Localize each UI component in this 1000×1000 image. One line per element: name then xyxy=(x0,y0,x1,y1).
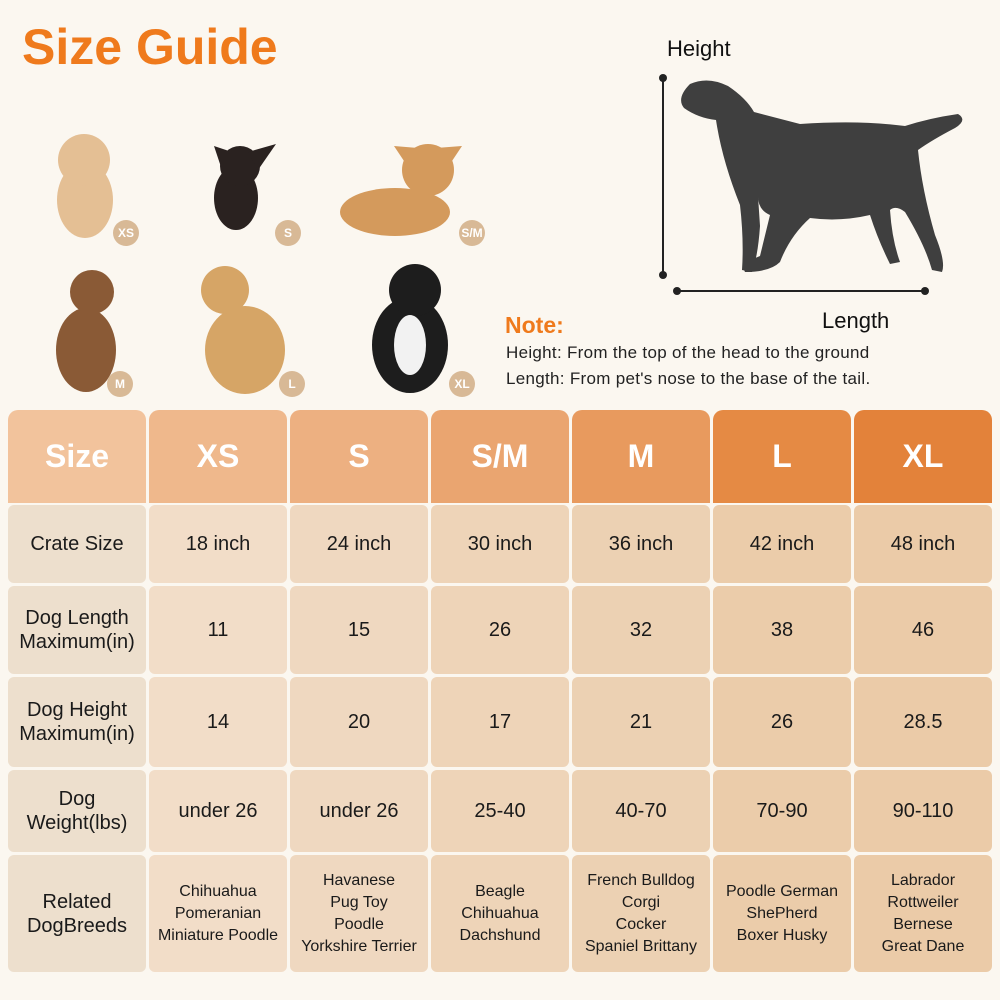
value-cell: 32 xyxy=(572,586,710,674)
breed-cell: Labrador Rottweiler Bernese Great Dane xyxy=(854,855,992,972)
dog-photos xyxy=(56,134,462,394)
illustrations xyxy=(56,74,963,394)
value-cell: 38 xyxy=(713,586,851,674)
value-cell: 24 inch xyxy=(290,505,428,583)
header-cell: S xyxy=(290,410,428,503)
breed-line: Cocker xyxy=(615,915,667,933)
size-badge: M xyxy=(107,371,133,397)
note-line: Length: From pet's nose to the base of t… xyxy=(506,369,871,388)
value-cell: under 26 xyxy=(290,770,428,852)
breed-line: Labrador xyxy=(890,871,956,889)
breed-line: Pug Toy xyxy=(330,893,388,911)
value-cell: 21 xyxy=(572,677,710,767)
row-label: Dog Height Maximum(in) xyxy=(8,677,146,767)
value-cell: 15 xyxy=(290,586,428,674)
breed-cell: Chihuahua Pomeranian Miniature Poodle xyxy=(149,855,287,972)
header-cell: M xyxy=(572,410,710,503)
value-cell: 26 xyxy=(431,586,569,674)
value-cell: 18 inch xyxy=(149,505,287,583)
value-cell: 20 xyxy=(290,677,428,767)
breed-line: Yorkshire Terrier xyxy=(301,937,417,955)
breed-line: Poodle German xyxy=(725,882,839,900)
value-cell: 48 inch xyxy=(854,505,992,583)
breed-line: French Bulldog xyxy=(587,871,695,889)
value-cell: 26 xyxy=(713,677,851,767)
value-cell: under 26 xyxy=(149,770,287,852)
breed-cell: Havanese Pug Toy Poodle Yorkshire Terrier xyxy=(290,855,428,972)
size-badge: XL xyxy=(449,371,475,397)
size-badge: L xyxy=(279,371,305,397)
breed-line: Chihuahua xyxy=(461,904,539,922)
breed-line: Chihuahua xyxy=(179,882,257,900)
row-label: Dog Weight(lbs) xyxy=(8,770,146,852)
value-cell: 70-90 xyxy=(713,770,851,852)
row-label: Crate Size xyxy=(8,505,146,583)
breed-line: Poodle xyxy=(334,915,384,933)
note-line: Height: From the top of the head to the … xyxy=(506,343,870,362)
header-cell: XS xyxy=(149,410,287,503)
length-label: Length xyxy=(822,308,890,333)
size-badge: S xyxy=(275,220,301,246)
breed-line: Spaniel Brittany xyxy=(584,937,698,955)
breed-cell: Beagle Chihuahua Dachshund xyxy=(431,855,569,972)
size-badge: XS xyxy=(113,220,139,246)
title: Size Guide xyxy=(22,19,278,75)
measure-dots xyxy=(659,74,929,295)
breed-line: ShePherd xyxy=(746,904,818,922)
value-cell: 25-40 xyxy=(431,770,569,852)
row-label: Dog Length Maximum(in) xyxy=(8,586,146,674)
value-cell: 40-70 xyxy=(572,770,710,852)
breed-line: Great Dane xyxy=(881,937,965,955)
header-cell: XL xyxy=(854,410,992,503)
value-cell: 42 inch xyxy=(713,505,851,583)
row-label: Related DogBreeds xyxy=(8,855,146,972)
value-cell: 90-110 xyxy=(854,770,992,852)
value-cell: 11 xyxy=(149,586,287,674)
dog-silhouette xyxy=(681,80,963,272)
breed-cell: French Bulldog Corgi Cocker Spaniel Brittan… xyxy=(572,855,710,972)
header-cell: Size xyxy=(8,410,146,503)
measure-lines xyxy=(662,78,925,292)
value-cell: 28.5 xyxy=(854,677,992,767)
breed-line: Pomeranian xyxy=(174,904,262,922)
breed-line: Dachshund xyxy=(459,926,541,944)
value-cell: 36 inch xyxy=(572,505,710,583)
breed-line: Boxer Husky xyxy=(736,926,828,944)
header-cell: S/M xyxy=(431,410,569,503)
breed-line: Beagle xyxy=(475,882,525,900)
value-cell: 17 xyxy=(431,677,569,767)
header-cell: L xyxy=(713,410,851,503)
breed-line: Corgi xyxy=(621,893,661,911)
note-title: Note: xyxy=(505,312,564,338)
value-cell: 30 inch xyxy=(431,505,569,583)
value-cell: 46 xyxy=(854,586,992,674)
breed-line: Havanese xyxy=(322,871,396,889)
breed-line: Miniature Poodle xyxy=(157,926,279,944)
value-cell: 14 xyxy=(149,677,287,767)
height-label: Height xyxy=(667,36,731,61)
breed-line: Rottweiler xyxy=(887,893,959,911)
breed-cell: Poodle German ShePherd Boxer Husky xyxy=(713,855,851,972)
breed-line: Bernese xyxy=(893,915,953,933)
size-badge: S/M xyxy=(459,220,485,246)
